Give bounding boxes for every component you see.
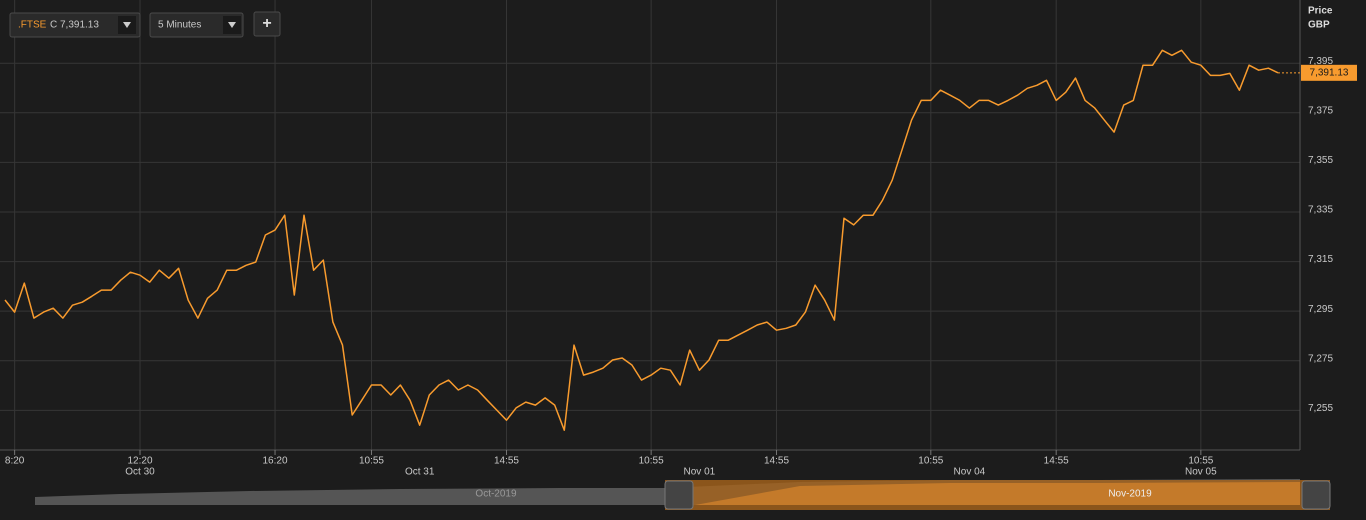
y-axis-unit: GBP [1308, 20, 1330, 31]
x-tick-label: 14:55 [1044, 456, 1069, 467]
y-tick-label: 7,335 [1308, 205, 1333, 216]
quote-prefix: C [50, 20, 57, 31]
last-price-label: 7,391.13 [1310, 67, 1349, 78]
price-line [4, 49, 1279, 431]
navigator-handle[interactable] [1301, 480, 1331, 510]
navigator-label: Oct-2019 [475, 489, 517, 500]
day-label: Nov 01 [684, 467, 716, 478]
symbol: .FTSE [18, 20, 47, 31]
add-button[interactable] [253, 11, 281, 37]
interval: 5 Minutes [158, 20, 201, 31]
last-price-tag [1301, 64, 1357, 81]
x-tick-label: 10:55 [639, 456, 664, 467]
x-tick-label: 10:55 [918, 456, 943, 467]
day-label: Oct 30 [125, 467, 155, 478]
interval-field[interactable] [149, 12, 244, 38]
dropdown-arrow [228, 22, 236, 28]
y-tick-label: 7,315 [1308, 254, 1333, 265]
navigator-label: Nov-2019 [1108, 489, 1152, 500]
x-tick-label: 10:55 [359, 456, 384, 467]
dropdown-arrow [123, 22, 131, 28]
symbol-field[interactable] [9, 12, 141, 38]
navigator-area-selected [695, 482, 1300, 505]
quote: 7,391.13 [60, 20, 99, 31]
plot [4, 49, 1300, 431]
day-label: Oct 31 [405, 467, 435, 478]
add-label: + [262, 15, 271, 32]
y-axis-title: Price [1308, 6, 1333, 17]
y-tick-label: 7,255 [1308, 403, 1333, 414]
y-tick-label: 7,395 [1308, 56, 1333, 67]
x-tick-label: 10:55 [1188, 456, 1213, 467]
x-tick-label: 14:55 [494, 456, 519, 467]
day-label: Nov 05 [1185, 467, 1217, 478]
x-tick-label: 8:20 [5, 456, 25, 467]
y-tick-label: 7,355 [1308, 155, 1333, 166]
x-tick-label: 14:55 [764, 456, 789, 467]
x-tick-label: 16:20 [263, 456, 288, 467]
y-tick-label: 7,275 [1308, 353, 1333, 364]
y-tick-label: 7,295 [1308, 304, 1333, 315]
y-tick-label: 7,375 [1308, 105, 1333, 116]
x-tick-label: 12:20 [127, 456, 152, 467]
navigator-handle[interactable] [664, 480, 694, 510]
day-label: Nov 04 [954, 467, 986, 478]
